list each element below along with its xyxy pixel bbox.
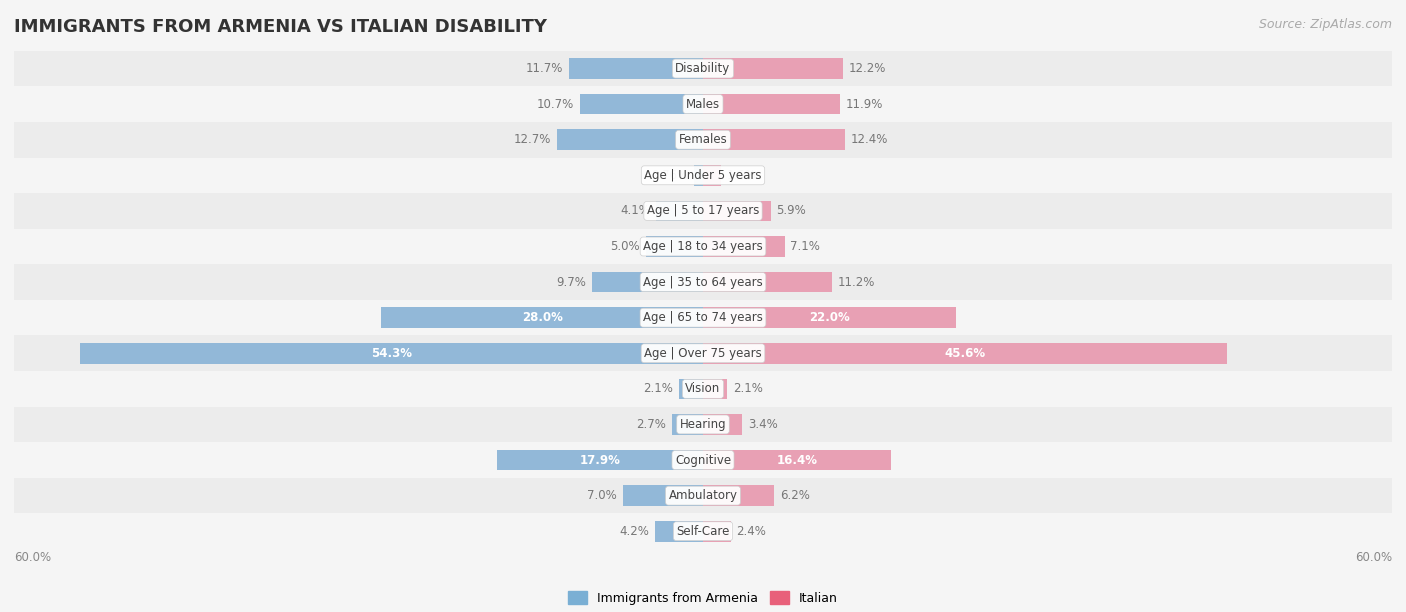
Bar <box>703 521 731 542</box>
Bar <box>14 122 1392 157</box>
Bar <box>695 165 703 185</box>
Text: 2.1%: 2.1% <box>733 382 762 395</box>
Bar <box>703 58 844 79</box>
Text: Age | 65 to 74 years: Age | 65 to 74 years <box>643 311 763 324</box>
Legend: Immigrants from Armenia, Italian: Immigrants from Armenia, Italian <box>562 586 844 610</box>
Bar <box>568 58 703 79</box>
Bar <box>381 307 703 328</box>
Bar <box>703 201 770 221</box>
Text: Vision: Vision <box>685 382 721 395</box>
Text: Males: Males <box>686 98 720 111</box>
Text: Disability: Disability <box>675 62 731 75</box>
Text: 60.0%: 60.0% <box>1355 551 1392 564</box>
Text: 11.7%: 11.7% <box>526 62 562 75</box>
Bar <box>14 193 1392 229</box>
Bar <box>14 371 1392 406</box>
Text: 2.7%: 2.7% <box>637 418 666 431</box>
Bar <box>703 94 839 114</box>
Text: Age | Under 5 years: Age | Under 5 years <box>644 169 762 182</box>
Bar <box>703 414 742 435</box>
Text: Age | 18 to 34 years: Age | 18 to 34 years <box>643 240 763 253</box>
Text: 2.1%: 2.1% <box>644 382 673 395</box>
Bar <box>14 86 1392 122</box>
Bar <box>14 300 1392 335</box>
Bar <box>581 94 703 114</box>
Text: 5.0%: 5.0% <box>610 240 640 253</box>
Bar <box>80 343 703 364</box>
Bar <box>14 51 1392 86</box>
Text: 60.0%: 60.0% <box>14 551 51 564</box>
Bar <box>498 450 703 471</box>
Text: IMMIGRANTS FROM ARMENIA VS ITALIAN DISABILITY: IMMIGRANTS FROM ARMENIA VS ITALIAN DISAB… <box>14 18 547 36</box>
Text: 11.2%: 11.2% <box>838 275 875 289</box>
Text: Females: Females <box>679 133 727 146</box>
Text: 4.1%: 4.1% <box>620 204 650 217</box>
Text: 17.9%: 17.9% <box>579 453 620 466</box>
Text: 7.0%: 7.0% <box>588 489 617 502</box>
Bar <box>14 335 1392 371</box>
Text: 5.9%: 5.9% <box>776 204 806 217</box>
Text: 7.1%: 7.1% <box>790 240 820 253</box>
Text: Age | Over 75 years: Age | Over 75 years <box>644 347 762 360</box>
Bar <box>703 307 956 328</box>
Text: 12.7%: 12.7% <box>515 133 551 146</box>
Bar <box>14 406 1392 442</box>
Text: 22.0%: 22.0% <box>808 311 849 324</box>
Text: Self-Care: Self-Care <box>676 524 730 538</box>
Text: Hearing: Hearing <box>679 418 727 431</box>
Bar <box>703 236 785 257</box>
Bar <box>14 229 1392 264</box>
Text: 28.0%: 28.0% <box>522 311 562 324</box>
Bar <box>592 272 703 293</box>
Text: 1.6%: 1.6% <box>727 169 756 182</box>
Bar <box>657 201 703 221</box>
Text: 54.3%: 54.3% <box>371 347 412 360</box>
Bar <box>623 485 703 506</box>
Bar <box>703 165 721 185</box>
Text: Age | 35 to 64 years: Age | 35 to 64 years <box>643 275 763 289</box>
Bar <box>703 485 775 506</box>
Bar <box>14 442 1392 478</box>
Text: 9.7%: 9.7% <box>555 275 586 289</box>
Bar <box>703 343 1226 364</box>
Bar <box>703 379 727 399</box>
Text: 4.2%: 4.2% <box>619 524 650 538</box>
Text: 10.7%: 10.7% <box>537 98 575 111</box>
Text: 6.2%: 6.2% <box>780 489 810 502</box>
Text: Age | 5 to 17 years: Age | 5 to 17 years <box>647 204 759 217</box>
Text: 16.4%: 16.4% <box>776 453 818 466</box>
Bar <box>645 236 703 257</box>
Text: Source: ZipAtlas.com: Source: ZipAtlas.com <box>1258 18 1392 31</box>
Text: Cognitive: Cognitive <box>675 453 731 466</box>
Bar <box>655 521 703 542</box>
Bar <box>14 478 1392 513</box>
Text: Ambulatory: Ambulatory <box>668 489 738 502</box>
Text: 0.76%: 0.76% <box>651 169 689 182</box>
Bar <box>14 513 1392 549</box>
Text: 45.6%: 45.6% <box>945 347 986 360</box>
Bar <box>703 450 891 471</box>
Text: 12.4%: 12.4% <box>851 133 889 146</box>
Bar <box>14 264 1392 300</box>
Bar <box>703 272 831 293</box>
Bar <box>679 379 703 399</box>
Bar <box>672 414 703 435</box>
Text: 12.2%: 12.2% <box>849 62 886 75</box>
Bar <box>14 157 1392 193</box>
Text: 11.9%: 11.9% <box>845 98 883 111</box>
Bar <box>557 129 703 150</box>
Bar <box>703 129 845 150</box>
Text: 3.4%: 3.4% <box>748 418 778 431</box>
Text: 2.4%: 2.4% <box>737 524 766 538</box>
